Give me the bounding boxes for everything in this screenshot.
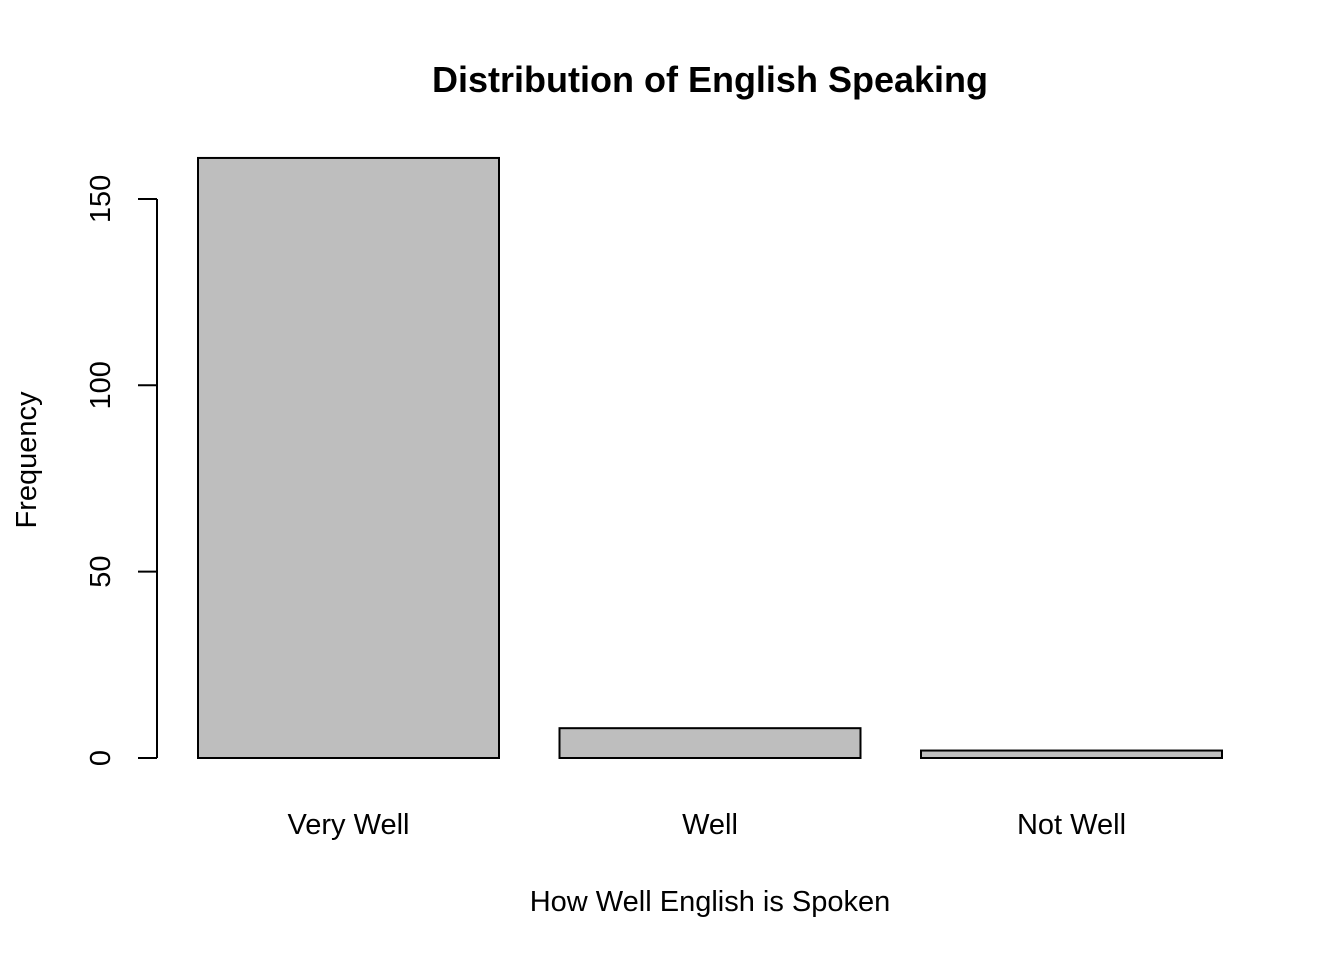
x-axis-label: How Well English is Spoken: [530, 886, 891, 918]
x-tick-labels: Very Well Well Not Well: [288, 809, 1127, 841]
bars-group: [197, 156, 1223, 760]
y-tick-label: 0: [85, 750, 117, 766]
y-axis-label: Frequency: [11, 391, 43, 529]
x-tick-label: Well: [682, 809, 738, 841]
bar-not-well: [920, 749, 1223, 760]
x-tick-label: Very Well: [288, 809, 410, 841]
bar-very-well: [197, 156, 500, 759]
y-tick-label: 150: [85, 175, 117, 223]
y-axis: 0 50 100 150: [85, 175, 158, 766]
y-tick-label: 100: [85, 361, 117, 409]
y-tick-label: 50: [85, 556, 117, 588]
chart-title: Distribution of English Speaking: [432, 59, 988, 100]
bar-well: [558, 727, 862, 760]
x-tick-label: Not Well: [1017, 809, 1126, 841]
